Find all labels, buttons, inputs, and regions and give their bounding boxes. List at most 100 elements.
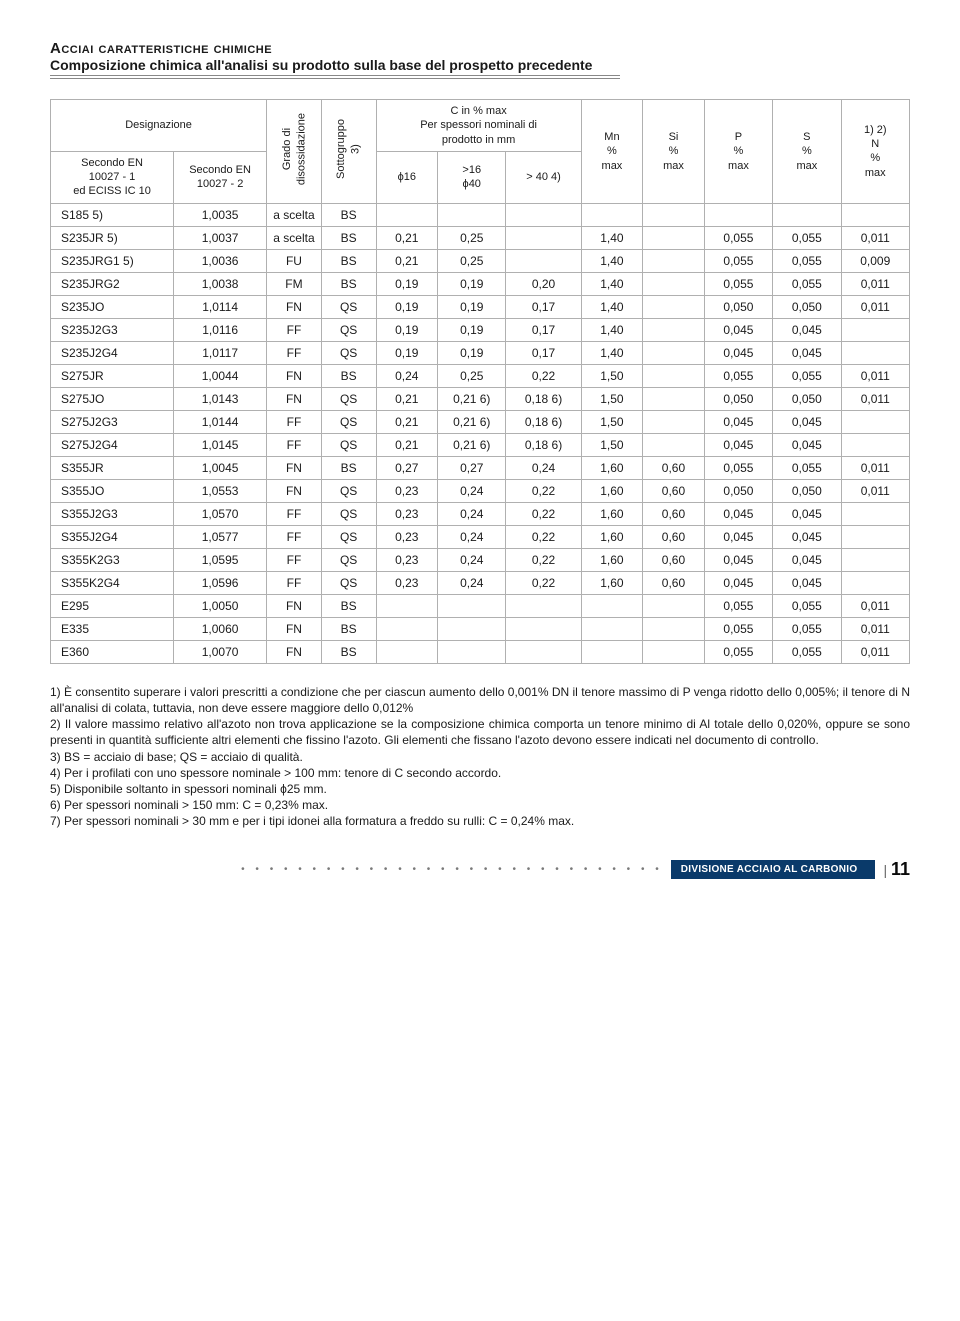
cell-h: 1,60	[581, 479, 643, 502]
cell-j: 0,055	[704, 640, 772, 663]
cell-l	[841, 571, 909, 594]
cell-l: 0,011	[841, 295, 909, 318]
cell-f: 0,19	[438, 295, 506, 318]
cell-a: S355J2G4	[51, 525, 174, 548]
cell-l	[841, 548, 909, 571]
cell-l	[841, 341, 909, 364]
table-row: S275JO1,0143FNQS0,210,21 6)0,18 6)1,500,…	[51, 387, 910, 410]
cell-c: FF	[267, 410, 322, 433]
cell-k: 0,050	[773, 479, 841, 502]
cell-f: 0,19	[438, 318, 506, 341]
cell-b: 1,0144	[174, 410, 267, 433]
h-mn: Mn%max	[581, 100, 643, 204]
cell-a: S275JR	[51, 364, 174, 387]
cell-c: FN	[267, 594, 322, 617]
cell-d: BS	[321, 364, 376, 387]
cell-e: 0,21	[376, 433, 438, 456]
cell-i	[643, 249, 705, 272]
table-row: S235JRG1 5)1,0036FUBS0,210,251,400,0550,…	[51, 249, 910, 272]
cell-f	[438, 617, 506, 640]
cell-a: S355J2G3	[51, 502, 174, 525]
cell-c: FN	[267, 364, 322, 387]
cell-h: 1,50	[581, 410, 643, 433]
table-row: S355JR1,0045FNBS0,270,270,241,600,600,05…	[51, 456, 910, 479]
cell-c: FF	[267, 318, 322, 341]
cell-b: 1,0595	[174, 548, 267, 571]
cell-i	[643, 295, 705, 318]
h-secondo1: Secondo EN10027 - 1ed ECISS IC 10	[51, 151, 174, 203]
cell-g: 0,22	[506, 525, 581, 548]
h-grado: Grado didisossidazione	[267, 100, 322, 204]
h-s: S%max	[773, 100, 841, 204]
cell-h: 1,50	[581, 364, 643, 387]
table-row: E2951,0050FNBS0,0550,0550,011	[51, 594, 910, 617]
cell-h: 1,50	[581, 387, 643, 410]
title-underline	[50, 78, 620, 79]
cell-e: 0,23	[376, 548, 438, 571]
table-row: S235JRG21,0038FMBS0,190,190,201,400,0550…	[51, 272, 910, 295]
cell-e: 0,23	[376, 571, 438, 594]
cell-g: 0,22	[506, 479, 581, 502]
cell-f: 0,24	[438, 479, 506, 502]
table-body: S185 5)1,0035a sceltaBSS235JR 5)1,0037a …	[51, 203, 910, 663]
cell-h: 1,60	[581, 502, 643, 525]
cell-c: FF	[267, 433, 322, 456]
footer-badge: DIVISIONE ACCIAIO AL CARBONIO	[671, 860, 876, 879]
cell-g	[506, 640, 581, 663]
cell-b: 1,0045	[174, 456, 267, 479]
cell-f: 0,24	[438, 548, 506, 571]
cell-l: 0,011	[841, 617, 909, 640]
h-sotto: Sottogruppo3)	[321, 100, 376, 204]
table-row: S355K2G41,0596FFQS0,230,240,221,600,600,…	[51, 571, 910, 594]
cell-g: 0,24	[506, 456, 581, 479]
cell-l: 0,011	[841, 479, 909, 502]
cell-a: S235JR 5)	[51, 226, 174, 249]
chem-table: Designazione Grado didisossidazione Sott…	[50, 99, 910, 664]
cell-f: 0,24	[438, 525, 506, 548]
cell-i: 0,60	[643, 502, 705, 525]
cell-f	[438, 640, 506, 663]
cell-c: FN	[267, 617, 322, 640]
cell-a: S355JR	[51, 456, 174, 479]
cell-b: 1,0553	[174, 479, 267, 502]
table-row: S275J2G31,0144FFQS0,210,21 6)0,18 6)1,50…	[51, 410, 910, 433]
cell-k	[773, 203, 841, 226]
table-header: Designazione Grado didisossidazione Sott…	[51, 100, 910, 204]
cell-d: BS	[321, 226, 376, 249]
cell-d: QS	[321, 502, 376, 525]
cell-a: S235JO	[51, 295, 174, 318]
h-cmax: C in % max Per spessori nominali diprodo…	[376, 100, 581, 152]
cell-e: 0,27	[376, 456, 438, 479]
cell-k: 0,055	[773, 640, 841, 663]
cell-i: 0,60	[643, 479, 705, 502]
cell-k: 0,045	[773, 318, 841, 341]
cell-a: S355K2G3	[51, 548, 174, 571]
cell-b: 1,0145	[174, 433, 267, 456]
cell-j: 0,055	[704, 249, 772, 272]
cell-h: 1,60	[581, 548, 643, 571]
cell-g: 0,18 6)	[506, 410, 581, 433]
cell-j: 0,055	[704, 594, 772, 617]
cell-f: 0,25	[438, 249, 506, 272]
cell-d: QS	[321, 548, 376, 571]
cell-h	[581, 203, 643, 226]
cell-j: 0,045	[704, 502, 772, 525]
cell-h: 1,40	[581, 272, 643, 295]
table-row: E3601,0070FNBS0,0550,0550,011	[51, 640, 910, 663]
cell-b: 1,0044	[174, 364, 267, 387]
cell-j: 0,055	[704, 226, 772, 249]
cell-d: QS	[321, 525, 376, 548]
cell-l: 0,011	[841, 387, 909, 410]
cell-a: E295	[51, 594, 174, 617]
h-c1: ϕ16	[376, 151, 438, 203]
cell-l	[841, 318, 909, 341]
cell-k: 0,055	[773, 456, 841, 479]
cell-e: 0,19	[376, 272, 438, 295]
cell-h: 1,40	[581, 341, 643, 364]
cell-l: 0,011	[841, 272, 909, 295]
cell-d: BS	[321, 249, 376, 272]
cell-l: 0,011	[841, 226, 909, 249]
cell-k: 0,045	[773, 548, 841, 571]
cell-k: 0,055	[773, 617, 841, 640]
cell-a: S355JO	[51, 479, 174, 502]
